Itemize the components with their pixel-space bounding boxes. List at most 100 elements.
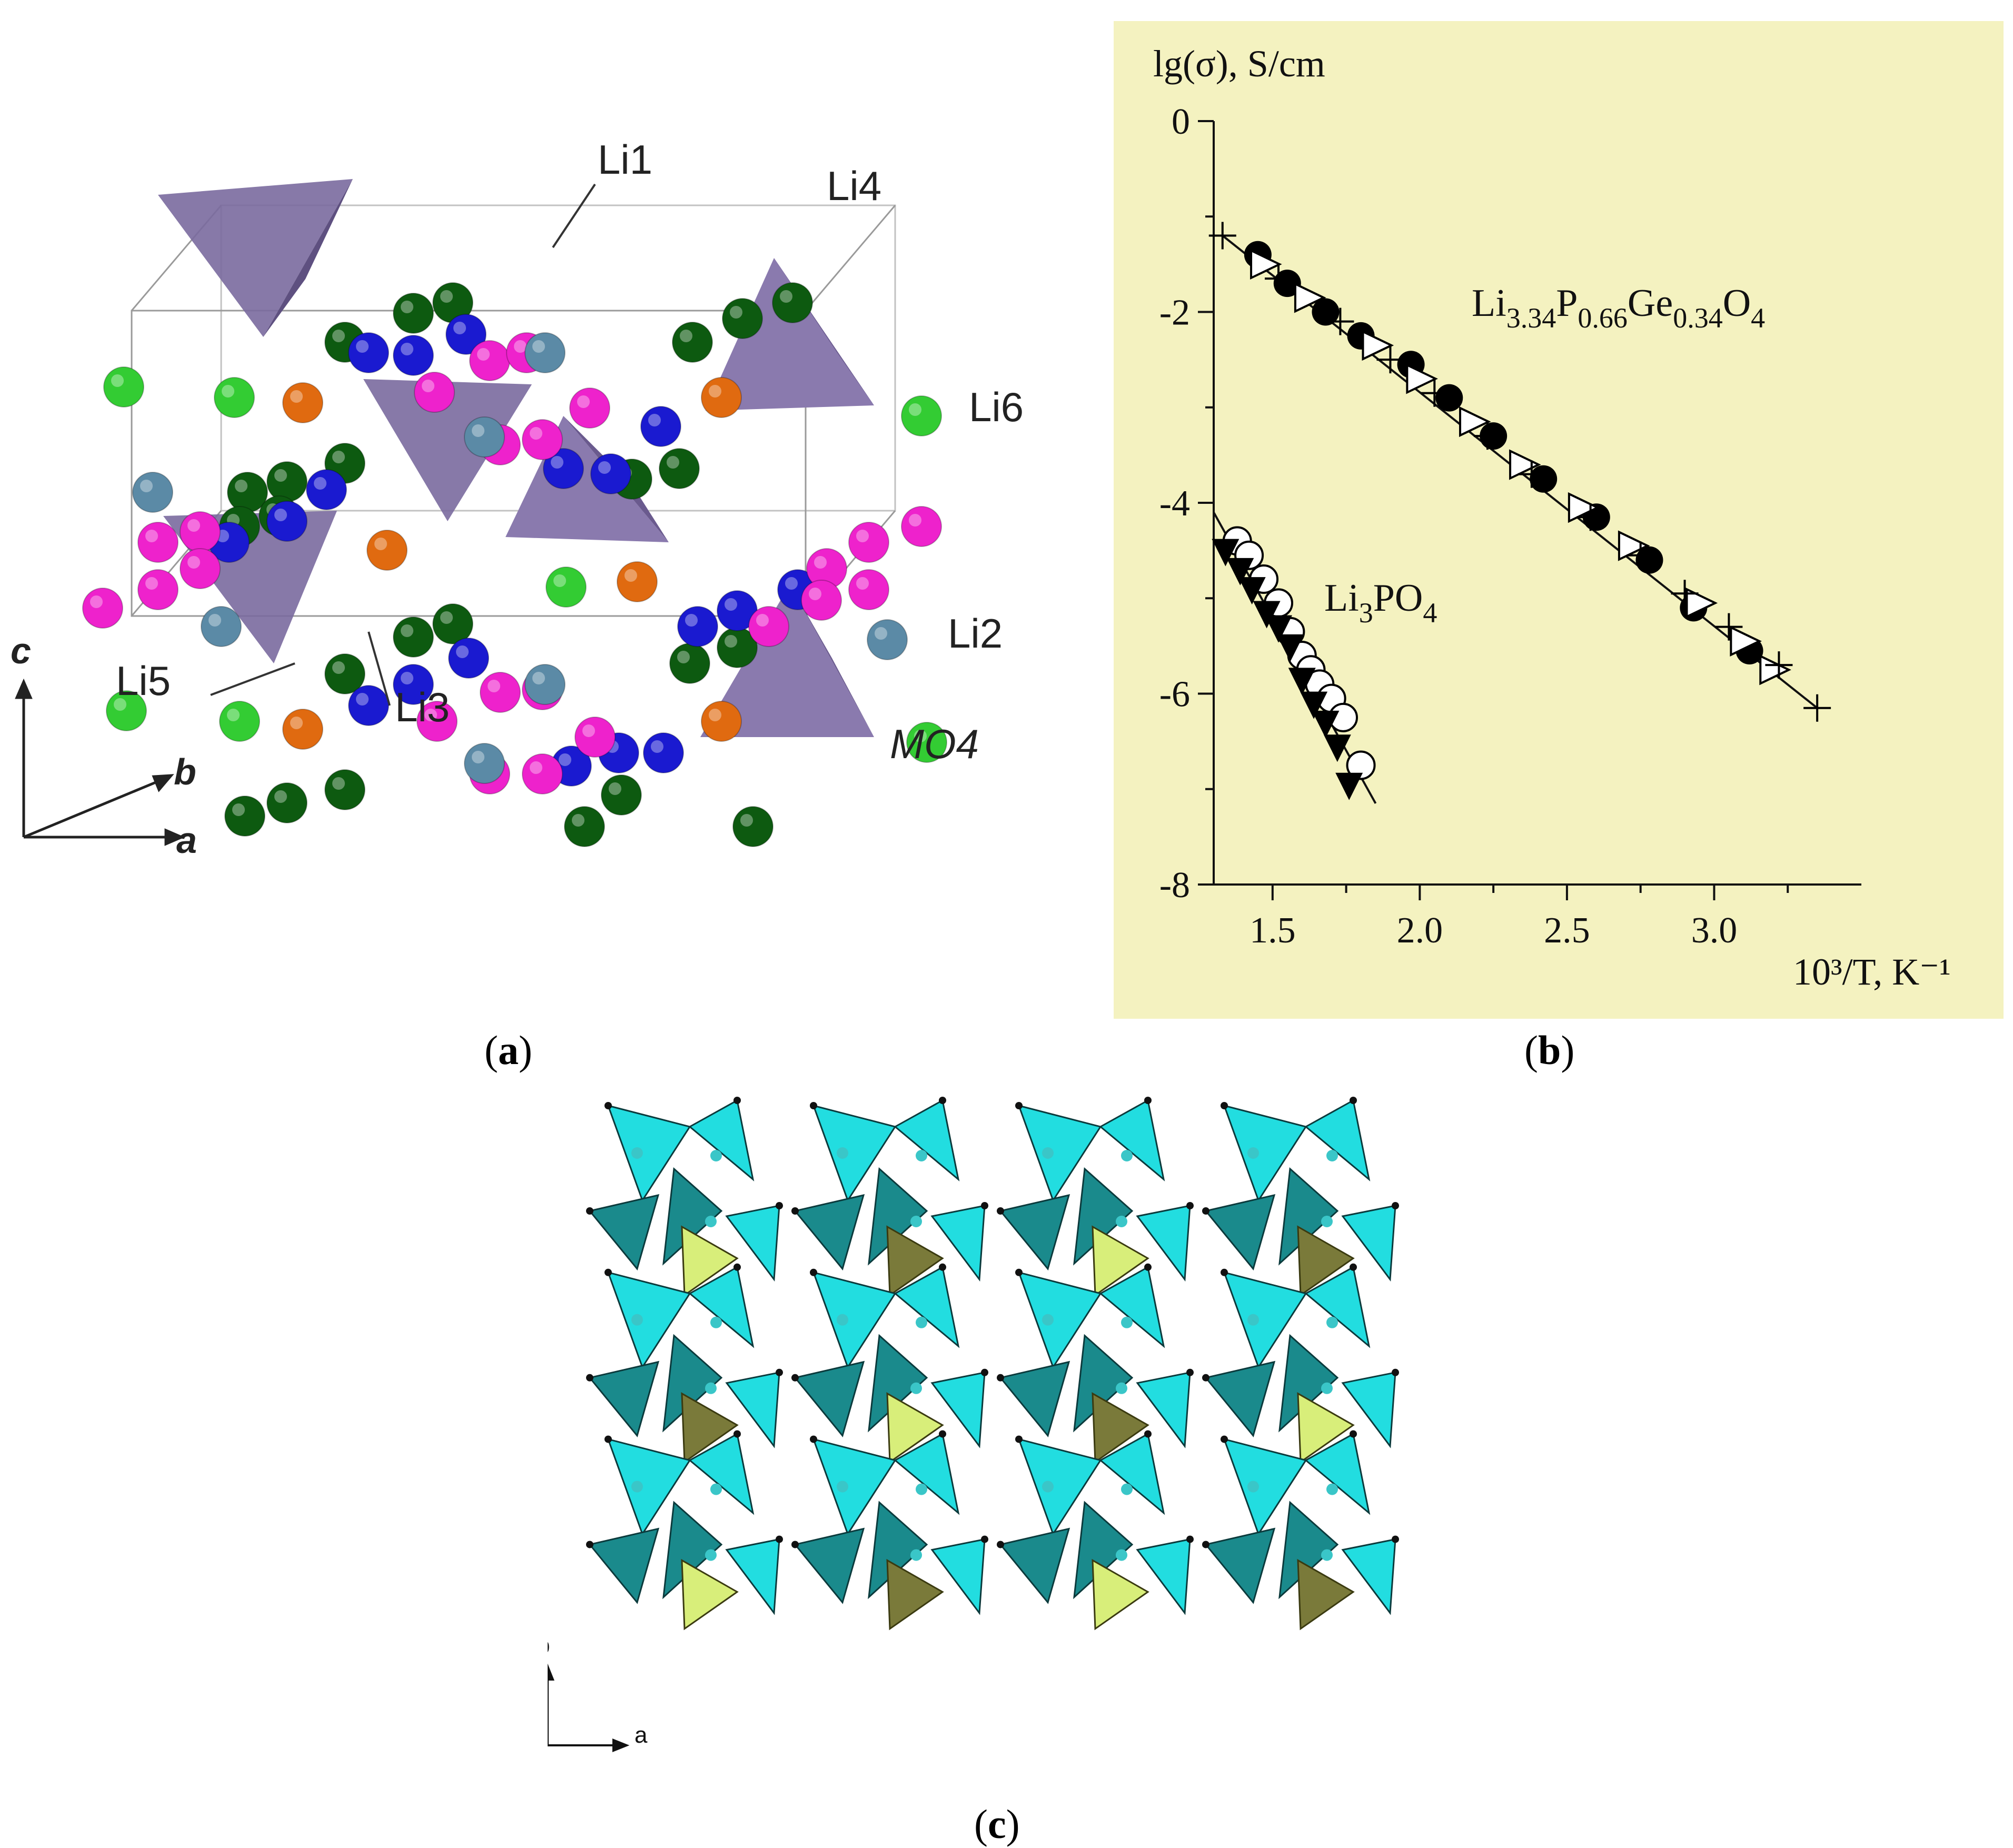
oxygen-vertex xyxy=(586,1207,593,1215)
atom-highlight xyxy=(332,330,345,342)
atom-li4 xyxy=(224,796,265,837)
oxygen-vertex xyxy=(1015,1435,1023,1443)
atom-li5 xyxy=(366,530,408,571)
atom-li1 xyxy=(464,416,505,458)
marker-filled-circle xyxy=(1530,465,1558,493)
oxygen-vertex xyxy=(586,1374,593,1382)
atom-li3 xyxy=(393,664,434,705)
atom-li4 xyxy=(266,782,308,823)
y-tick-label: -2 xyxy=(1159,293,1190,333)
tetrahedron-cyan xyxy=(930,1371,986,1448)
li-site xyxy=(1042,1147,1054,1159)
tetrahedron-dark-cyan xyxy=(999,1527,1070,1604)
atom-highlight xyxy=(572,814,584,827)
atom-highlight xyxy=(401,624,413,637)
tetrahedron-cyan xyxy=(1304,1433,1371,1515)
oxygen-vertex xyxy=(1202,1541,1209,1548)
tetrahedron-cyan xyxy=(1017,1271,1102,1369)
atom-highlight xyxy=(559,753,571,766)
tetrahedron-cyan xyxy=(607,1271,691,1369)
atom-highlight xyxy=(440,290,453,303)
li-site xyxy=(916,1316,927,1328)
atom-highlight xyxy=(472,424,484,437)
atom-li4 xyxy=(393,293,434,334)
marker-filled-triangle-down xyxy=(1288,668,1316,696)
li-site xyxy=(1326,1316,1338,1328)
li-site xyxy=(1247,1147,1259,1159)
oxygen-vertex xyxy=(791,1374,799,1382)
tetrahedron-dark-cyan xyxy=(588,1194,660,1271)
caption-c: (c) xyxy=(974,1801,1020,1847)
oxygen-vertex xyxy=(939,1097,946,1104)
oxygen-vertex xyxy=(981,1368,988,1376)
atom-li6 xyxy=(901,506,942,547)
atom-highlight xyxy=(532,340,545,353)
atom-highlight xyxy=(332,661,345,674)
atom-li5 xyxy=(617,561,658,602)
atom-highlight xyxy=(145,577,158,590)
atom-highlight xyxy=(314,477,326,490)
marker-open-triangle xyxy=(1618,530,1650,561)
tetrahedron-dark-cyan xyxy=(794,1360,865,1437)
atom-li3 xyxy=(266,501,308,542)
tetrahedron-yellow xyxy=(886,1225,944,1297)
tetrahedron-cyan xyxy=(688,1099,755,1181)
atom-li3 xyxy=(445,314,487,355)
atom-li6 xyxy=(848,569,889,610)
tetrahedron-cyan xyxy=(1136,1538,1191,1615)
atom-highlight xyxy=(90,595,103,608)
marker-filled-triangle-down xyxy=(1226,558,1254,585)
caption-a: (a) xyxy=(484,1027,532,1073)
atom-highlight xyxy=(401,672,413,684)
atom-highlight xyxy=(274,469,287,482)
atom-highlight xyxy=(609,782,621,795)
atom-li1 xyxy=(524,664,566,705)
atom-highlight xyxy=(453,322,466,334)
atom-highlight xyxy=(709,385,721,398)
tetrahedron-cyan xyxy=(1099,1266,1165,1348)
panel-a-crystal-structure: Li1 Li4 Li6 Li2 Li5 Li3 MO4 c b a xyxy=(0,105,1095,895)
atom-li3 xyxy=(590,453,631,494)
tetrahedron-cyan xyxy=(1136,1371,1191,1448)
atom-highlight xyxy=(232,803,245,816)
tetrahedron-yellow xyxy=(681,1392,739,1464)
li-site xyxy=(1326,1150,1338,1161)
tetrahedron-cyan xyxy=(894,1099,960,1181)
atom-li3 xyxy=(643,732,684,773)
atom-highlight xyxy=(685,614,698,627)
atom-li4 xyxy=(564,806,605,847)
oxygen-vertex xyxy=(1186,1535,1194,1543)
tetrahedron-dark-cyan xyxy=(794,1194,865,1271)
tetrahedra-tiles xyxy=(586,1097,1399,1631)
atom-highlight xyxy=(401,343,413,355)
atom-li4 xyxy=(432,603,473,644)
marker-open-triangle xyxy=(1459,406,1491,438)
marker-filled-triangle-down xyxy=(1238,577,1266,605)
axis-label-a-c: a xyxy=(634,1722,648,1748)
li-site xyxy=(1042,1481,1054,1493)
marker-filled-triangle-down xyxy=(1212,539,1239,567)
atom-highlight xyxy=(187,556,200,569)
marker-open-triangle xyxy=(1362,330,1394,361)
label-li6: Li6 xyxy=(969,384,1024,430)
marker-filled-triangle-down xyxy=(1335,772,1363,800)
y-axis-label: lg(σ), S/cm xyxy=(1153,43,1325,85)
axis-label-b: b xyxy=(174,751,196,792)
tetrahedron-cyan xyxy=(1341,1538,1396,1615)
atom-highlight xyxy=(582,724,595,737)
atom-highlight xyxy=(856,577,869,590)
oxygen-vertex xyxy=(586,1541,593,1548)
panel-b-conductivity-chart: 0 -2 -4 -6 -8 1.5 2.0 2.5 3.0 lg(σ), S/cm 10³/T,… xyxy=(1114,21,2004,1019)
marker-filled-triangle-down xyxy=(1312,710,1340,738)
atom-highlight xyxy=(227,709,240,721)
tetrahedron-cyan xyxy=(812,1438,897,1536)
tetrahedron-yellow xyxy=(1297,1392,1355,1464)
tetrahedron-yellow xyxy=(1092,1392,1149,1464)
atom-highlight xyxy=(730,306,742,319)
atom-li6 xyxy=(180,511,221,552)
atom-li6 xyxy=(748,606,789,647)
atom-li2 xyxy=(103,366,144,408)
atom-highlight xyxy=(756,614,769,627)
chart-axes: 0 -2 -4 -6 -8 1.5 2.0 2.5 3.0 xyxy=(1159,102,1861,951)
atom-li4 xyxy=(722,298,763,339)
